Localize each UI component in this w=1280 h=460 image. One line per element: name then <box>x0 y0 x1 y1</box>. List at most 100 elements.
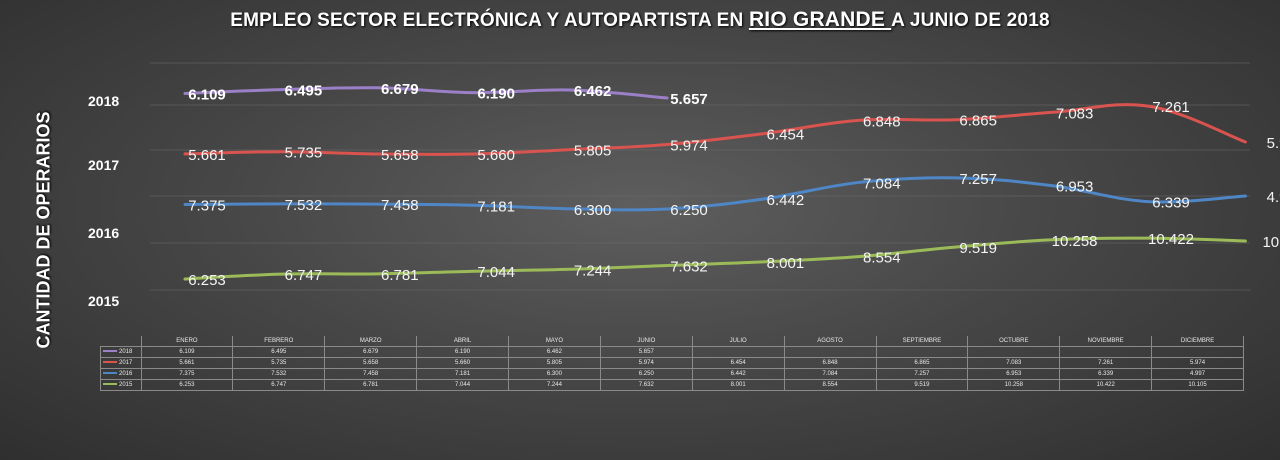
data-point-2015 <box>280 272 283 276</box>
table-column-header: NOVIEMBRE <box>1059 336 1153 347</box>
data-point-2017 <box>376 152 379 156</box>
table-series-name: 2015 <box>100 379 142 391</box>
data-point-2016 <box>183 203 187 206</box>
table-cell: 10.105 <box>1151 379 1244 391</box>
table-cell <box>783 346 877 358</box>
table-column-header: AGOSTO <box>783 336 877 347</box>
table-cell <box>1151 346 1244 358</box>
data-label-2018: 6.462 <box>574 83 612 100</box>
data-point-2018 <box>376 86 379 89</box>
data-label-2017: 5.974 <box>670 138 708 155</box>
table-column-header: ABRIL <box>416 336 509 347</box>
data-label-2017: 6.865 <box>959 113 997 130</box>
table-cell: 7.532 <box>232 368 326 380</box>
table-cell: 7.458 <box>324 368 418 380</box>
data-point-2017 <box>280 150 283 153</box>
table-cell: 10.258 <box>967 379 1061 391</box>
data-point-2017 <box>762 132 765 135</box>
table-cell: 6.109 <box>140 346 234 358</box>
data-label-2018: 6.679 <box>381 81 419 98</box>
data-label-2018: 6.190 <box>477 86 515 103</box>
data-label-2017: 5.974 <box>1267 135 1280 152</box>
data-point-2017 <box>858 119 861 122</box>
table-cell: 6.848 <box>783 357 877 369</box>
table-column-header: ENERO <box>140 336 234 347</box>
data-label-2018: 5.657 <box>670 91 708 108</box>
data-point-2017 <box>473 152 476 156</box>
data-point-2015 <box>473 270 476 273</box>
table-row: 2016 7.375 7.532 7.458 7.181 6.300 6.250 6.442 7… <box>100 368 1244 380</box>
series-line-2015 <box>183 236 1247 281</box>
data-point-2015 <box>665 264 669 267</box>
data-point-2016 <box>569 207 572 210</box>
table-cell: 7.044 <box>416 379 509 391</box>
data-label-2016: 6.339 <box>1152 195 1190 212</box>
table-cell: 6.747 <box>232 379 326 391</box>
data-label-2016: 7.181 <box>477 198 515 215</box>
table-column-header: SEPTIEMBRE <box>875 336 969 347</box>
table-column-header: DICIEMBRE <box>1151 336 1244 347</box>
table-cell: 6.679 <box>324 346 418 358</box>
data-point-2015 <box>955 245 958 249</box>
legend-key-swatch <box>103 372 117 375</box>
table-cell: 8.554 <box>783 379 877 391</box>
series-line-2016 <box>183 176 1247 212</box>
data-label-2015: 8.001 <box>767 255 805 272</box>
data-label-2017: 5.660 <box>477 147 515 164</box>
data-point-2016 <box>1244 194 1247 198</box>
data-label-2015: 6.781 <box>381 267 419 284</box>
data-point-2015 <box>1244 239 1247 243</box>
y-tick-label: 2016 <box>88 225 119 241</box>
table-series-name: 2016 <box>100 368 142 380</box>
table-cell: 5.658 <box>324 357 418 369</box>
line-chart: 2018 2017 2016 2015 6.109 6.495 6.679 6.190 6.46… <box>88 62 1280 309</box>
y-tick-label: 2017 <box>88 157 119 173</box>
series-line-2017 <box>183 103 1247 156</box>
data-table: ENERO FEBRERO MARZO ABRIL MAYO JUNIO JULIO AGOS… <box>100 336 1244 391</box>
data-point-2018 <box>183 92 187 95</box>
table-cell: 6.339 <box>1059 368 1153 380</box>
data-label-2015: 8.554 <box>863 249 901 266</box>
legend-key-label: 2016 <box>119 371 133 377</box>
table-cell: 4.997 <box>1151 368 1244 380</box>
table-row: 2015 6.253 6.747 6.781 7.044 7.244 7.632 8.001 8… <box>100 379 1244 391</box>
data-point-2017 <box>569 148 572 151</box>
data-label-2016: 6.300 <box>574 202 612 219</box>
table-cell: 5.661 <box>140 357 234 369</box>
data-label-2016: 7.257 <box>959 171 997 188</box>
data-point-2015 <box>858 255 861 258</box>
data-point-2018 <box>280 88 283 91</box>
title-part-2: A JUNIO DE 2018 <box>891 10 1050 31</box>
table-cell: 6.781 <box>324 379 418 391</box>
data-point-2016 <box>1147 200 1151 203</box>
data-point-2017 <box>1147 105 1151 108</box>
chart-title: EMPLEO SECTOR ELECTRÓNICA Y AUTOPARTISTA… <box>0 8 1280 32</box>
table-cell: 10.422 <box>1059 379 1153 391</box>
y-tick-label: 2018 <box>88 93 119 109</box>
data-label-2016: 7.375 <box>188 198 226 215</box>
data-point-2017 <box>955 118 958 121</box>
title-part-highlight: RIO GRANDE <box>748 8 892 31</box>
title-part-1: EMPLEO SECTOR ELECTRÓNICA Y AUTOPARTISTA… <box>230 10 749 31</box>
table-series-name: 2018 <box>100 346 142 358</box>
table-cell: 6.190 <box>416 346 509 358</box>
data-point-2015 <box>1147 236 1151 240</box>
data-label-2017: 5.805 <box>574 143 612 160</box>
table-cell: 7.632 <box>599 379 693 391</box>
data-label-2016: 7.458 <box>381 197 419 214</box>
data-label-2017: 6.454 <box>767 127 805 144</box>
table-cell: 6.250 <box>599 368 693 380</box>
table-cell: 5.657 <box>599 346 693 358</box>
table-cell <box>967 346 1061 358</box>
data-point-2016 <box>762 197 765 201</box>
data-point-2016 <box>955 176 958 180</box>
data-point-2015 <box>569 268 572 271</box>
data-label-2016: 6.250 <box>670 202 708 219</box>
table-cell: 7.084 <box>783 368 877 380</box>
table-row: 2017 5.661 5.735 5.658 5.660 5.805 5.974 6.454 6… <box>100 357 1244 369</box>
legend-key-label: 2015 <box>119 382 133 388</box>
y-tick-label: 2015 <box>88 293 119 309</box>
table-column-header: JUNIO <box>599 336 693 347</box>
data-label-2015: 7.632 <box>670 258 708 275</box>
data-point-2016 <box>1051 184 1054 187</box>
